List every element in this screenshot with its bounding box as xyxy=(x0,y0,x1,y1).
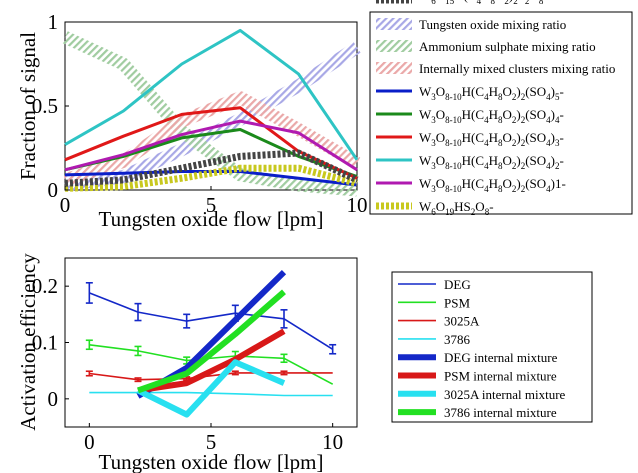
top-x-tick-label: 10 xyxy=(347,193,368,217)
bottom-y-tick-label: 0.2 xyxy=(32,274,58,298)
bottom-errorbar-3025a xyxy=(85,370,93,377)
top-legend-label-species-8: W6O19HS2O8- xyxy=(419,199,494,217)
bottom-x-tick-label: 0 xyxy=(84,430,95,454)
bottom-errorbar-deg xyxy=(329,343,337,355)
top-series-ammonium-sulphate-mixing-ratio xyxy=(62,31,358,197)
bottom-series-3786 xyxy=(89,391,333,397)
top-legend-label-ammonium-sulphate-mixing-ratio: Ammonium sulphate mixing ratio xyxy=(419,39,596,54)
top-ticks: 0 5 10 0 0.5 1 xyxy=(32,10,368,217)
top-legend-label-tungsten-oxide-mixing-ratio: Tungsten oxide mixing ratio xyxy=(419,17,566,32)
bottom-series-deg xyxy=(89,292,334,350)
bottom-chart: 0 5 10 0 0.1 0.2 Tungsten oxide flow [lpm] Ac… xyxy=(16,253,358,473)
bottom-errorbar-deg xyxy=(85,281,93,304)
top-legend-label-species-9: W6O15H(C4H8O2)2S2O8- xyxy=(419,0,548,6)
bottom-legend-label-psm-internal-mixture: PSM internal mixture xyxy=(444,369,557,384)
top-x-tick-label: 0 xyxy=(60,193,71,217)
top-y-tick-label: 0 xyxy=(48,178,59,202)
top-x-axis-label: Tungsten oxide flow [lpm] xyxy=(99,207,324,231)
top-series-species-6 xyxy=(64,28,359,161)
bottom-legend-label-3786-internal-mixture: 3786 internal mixture xyxy=(444,405,557,420)
bottom-x-tick-label: 5 xyxy=(206,430,217,454)
bottom-ticks: 0 5 10 0 0.1 0.2 xyxy=(32,274,343,454)
bottom-legend-box xyxy=(391,271,593,423)
bottom-legend: DEG PSM 3025A 3786 DEG internal mixture PSM i… xyxy=(391,271,593,423)
top-legend-label-internally-mixed-clusters-mixing-ratio: Internally mixed clusters mixing ratio xyxy=(419,61,615,76)
bottom-legend-label-3025a-internal-mixture: 3025A internal mixture xyxy=(444,387,566,402)
bottom-y-tick-label: 0 xyxy=(48,387,59,411)
bottom-series-3025a-internal-mixture xyxy=(136,359,286,418)
bottom-errorbar-3025a xyxy=(280,370,288,376)
bottom-series-group xyxy=(85,269,337,418)
top-series-species-7 xyxy=(64,119,358,172)
bottom-x-axis-label: Tungsten oxide flow [lpm] xyxy=(99,450,324,473)
top-x-tick-label: 5 xyxy=(206,193,217,217)
top-legend-label-species-7: W3O8-10H(C4H8O2)2(SO4)1- xyxy=(419,176,566,194)
top-y-tick-label: 0.5 xyxy=(32,94,58,118)
bottom-legend-label-3786: 3786 xyxy=(444,332,471,347)
top-chart: 0 5 10 0 0.5 1 Tungsten oxide flow [lpm] Frac… xyxy=(16,10,368,231)
bottom-legend-label-3025a: 3025A xyxy=(444,314,480,329)
bottom-series-3786-internal-mixture xyxy=(137,289,286,394)
top-legend-label-species-6: W3O8-10H(C4H8O2)2(SO4)2- xyxy=(419,153,564,171)
top-legend-box xyxy=(369,11,633,215)
top-y-axis-label: Fraction of signal xyxy=(16,32,40,180)
bottom-y-axis-label: Activation efficiency xyxy=(16,253,40,431)
bottom-errorbar-3025a xyxy=(231,370,239,376)
bottom-legend-label-deg-internal-mixture: DEG internal mixture xyxy=(444,350,558,365)
bottom-series-psm xyxy=(89,344,334,385)
top-legend-label-species-4: W3O8-10H(C4H8O2)2(SO4)4- xyxy=(419,107,564,125)
top-series-species-8 xyxy=(64,164,358,192)
top-y-tick-label: 1 xyxy=(48,10,59,34)
bottom-errorbar-psm xyxy=(134,345,142,357)
bottom-legend-label-deg: DEG xyxy=(444,277,471,292)
top-series-internally-mixed-clusters-mixing-ratio xyxy=(63,91,361,187)
bottom-series-psm-internal-mixture xyxy=(137,328,286,394)
bottom-errorbar-psm xyxy=(85,339,93,351)
bottom-x-tick-label: 10 xyxy=(322,430,343,454)
bottom-errorbar-psm xyxy=(280,353,288,364)
bottom-errorbar-3025a xyxy=(134,377,142,383)
top-legend-label-species-5: W3O8-10H(C4H8O2)2(SO4)3- xyxy=(419,130,564,148)
bottom-errorbar-deg xyxy=(280,309,288,329)
top-series-species-9 xyxy=(64,149,359,187)
bottom-errorbar-deg xyxy=(183,313,191,329)
bottom-y-tick-label: 0.1 xyxy=(32,331,58,355)
bottom-legend-label-psm: PSM xyxy=(444,295,470,310)
top-legend-label-species-3: W3O8-10H(C4H8O2)2(SO4)5- xyxy=(419,84,564,102)
bottom-series-3025a xyxy=(89,372,333,381)
top-legend: Tungsten oxide mixing ratio Ammonium sulp… xyxy=(369,0,633,217)
bottom-errorbar-deg xyxy=(134,302,142,322)
top-series-group xyxy=(62,28,361,197)
